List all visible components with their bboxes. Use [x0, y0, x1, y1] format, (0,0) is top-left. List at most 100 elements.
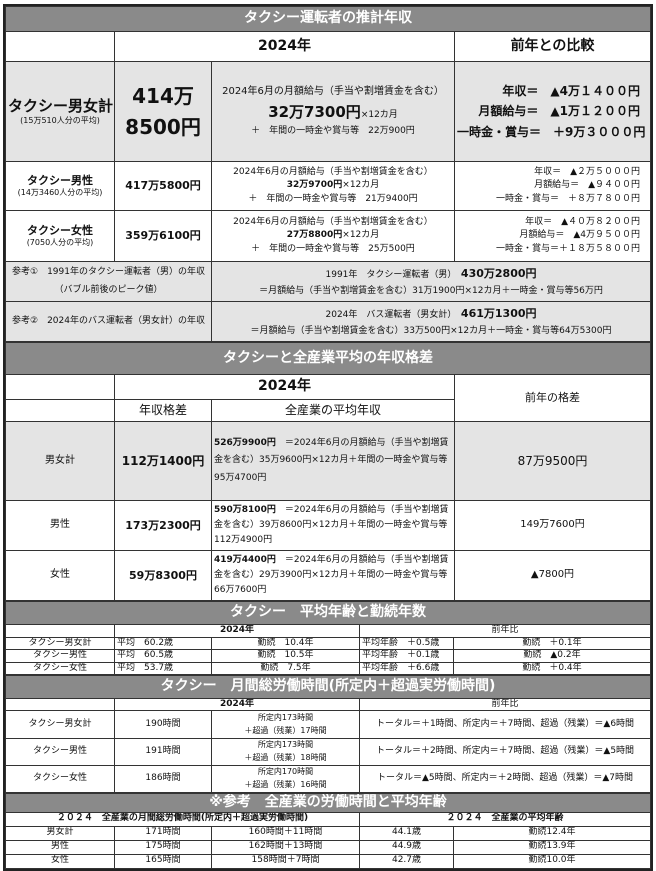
table-row: タクシー男女計 平均 60.2歳 勤続 10.4年 平均年齢 ＋0.5歳 勤続 ＋0.1… [5, 636, 651, 651]
row-label: タクシー女性 [5, 764, 115, 793]
table-row: タクシー男女計 190時間 所定内173時間 ＋超過（残業）17時間 トータル＝＋1時間… [5, 710, 651, 739]
row-label: タクシー男女計 [5, 710, 115, 739]
col-header-prev: 前年の格差 [454, 374, 651, 422]
reference-value: 430万2800円 [460, 266, 537, 280]
all-industry-reference-table: ※参考 全産業の労働時間と平均年齢 ２０２４ 全産業の月間総労働時間(所定内＋超… [5, 792, 651, 869]
reference-label: 参考② 2024年のバス運転者（男女計）の年収 [5, 301, 212, 342]
table-row: タクシー男女計 (15万510人分の平均) 414万 8500円 2024年6月の月… [5, 61, 651, 162]
monthly-salary: 32万9700円 [286, 180, 343, 191]
total-hours: 191時間 [114, 738, 212, 766]
reference-line: 2024年 バス運転者（男女計） [325, 309, 452, 320]
tenure: 勤続10.0年 [453, 853, 651, 869]
prev-annual: 年収＝ ▲4万１４００円 [502, 83, 640, 98]
table-row: タクシー女性 平均 53.7歳 勤続 7.5年 平均年齢 ＋6.6歳 勤続 ＋0.4年 [5, 661, 651, 675]
income-gap: 173万2300円 [114, 500, 212, 551]
reference-line: 1991年 タクシー運転者（男） [325, 269, 452, 280]
prev-gap: ▲7800円 [454, 550, 651, 601]
table-row: 女性 59万8300円 419万4400円 ＝2024年6月の月額給与（手当や割… [5, 550, 651, 601]
avg-age: 44.1歳 [359, 825, 454, 841]
row-label: 女性 [5, 853, 115, 869]
table-row: タクシー女性 (7050人分の平均) 359万6100円 2024年6月の月額給与… [5, 210, 651, 262]
prev-annual: 年収＝ ▲４０万８２００円 [525, 216, 640, 227]
overtime-hours: ＋超過（残業）17時間 [244, 725, 327, 735]
tenure: 勤続12.4年 [453, 825, 651, 841]
col-header-prev: 前年比 [359, 697, 651, 712]
reference-breakdown: ＝月額給与（手当や割増賃金を含む）33万500円×12カ月＋一時金・賞与等64万… [250, 326, 612, 337]
prev-monthly: 月額給与＝ ▲９４００円 [534, 180, 640, 191]
annual-income: 414万 [132, 83, 194, 108]
hours-breakdown: 158時間＋7時間 [211, 853, 360, 869]
income-gap-table: タクシーと全産業平均の年収格差 2024年 前年の格差 年収格差 全産業の平均年収 … [5, 342, 651, 601]
row-label: 男性 [5, 500, 115, 551]
income-gap: 59万8300円 [114, 550, 212, 601]
overtime-hours: ＋超過（残業）16時間 [244, 779, 327, 789]
col-header-gap: 年収格差 [114, 399, 212, 422]
bonus-line: ＋ 年間の一時金や賞与等 25万500円 [251, 243, 415, 254]
col-header-hours: ２０２４ 全産業の月間総労働時間(所定内＋超過実労働時間) [5, 811, 360, 827]
monthly-salary: 32万7300円 [268, 102, 361, 121]
row-label: タクシー男女計 [5, 636, 115, 651]
detail-tail: ×12カ月 [360, 109, 398, 120]
working-hours-table: タクシー 月間総労働時間(所定内＋超過実労働時間) 2024年 前年比 タクシー男… [5, 674, 651, 793]
row-label: 女性 [5, 550, 115, 601]
annual-income-2: 8500円 [125, 114, 201, 139]
total-hours: 165時間 [114, 853, 212, 869]
avg-breakdown: ＝2024年6月の月額給与（手当や割増賃金を含む）39万8600円×12カ月＋年… [214, 505, 454, 545]
age-tenure-table: タクシー 平均年齢と勤続年数 2024年 前年比 タクシー男女計 平均 60.2歳勤… [5, 601, 651, 675]
table-row: 男性 173万2300円 590万8100円 ＝2024年6月の月額給与（手当や… [5, 500, 651, 551]
detail-tail: ×12カ月 [342, 180, 380, 191]
bonus-line: ＋ 年間の一時金や賞与等 21万9400円 [248, 193, 418, 204]
prev-bonus: 一時金・賞与＝ ＋８万７８００円 [495, 193, 640, 204]
estimated-income-table: タクシー運転者の推計年収 2024年 前年との比較 タクシー男女計 (15万510人… [5, 6, 651, 342]
col-header-age: ２０２４ 全産業の平均年齢 [359, 811, 651, 827]
table-row: タクシー男性 191時間 所定内173時間 ＋超過（残業）18時間 トータル＝＋2時間、… [5, 738, 651, 766]
table-row: 男女計 112万1400円 526万9900円 ＝2024年6月の月額給与（手当… [5, 421, 651, 501]
row-label: タクシー男女計 [8, 97, 114, 116]
section-title: タクシーと全産業平均の年収格差 [5, 342, 651, 375]
detail-line: 2024年6月の月額給与（手当や割増賃金を含む） [233, 166, 433, 177]
section-title: タクシー 月間総労働時間(所定内＋超過実労働時間) [5, 674, 651, 699]
annual-income: 417万5800円 [114, 161, 212, 211]
avg-income: 419万4400円 [214, 555, 276, 566]
age-diff: 平均年齢 ＋0.5歳 [359, 636, 454, 651]
bonus-line: ＋ 年間の一時金や賞与等 22万900円 [251, 125, 415, 136]
col-header-2024: 2024年 [114, 697, 360, 712]
tenure: 勤続 10.5年 [211, 649, 360, 663]
monthly-salary: 27万8800円 [286, 230, 343, 241]
row-label: タクシー男性 [27, 174, 93, 188]
income-gap: 112万1400円 [114, 421, 212, 501]
hours-diff: トータル＝＋1時間、所定内＝＋7時間、超過（残業）＝▲6時間 [359, 710, 651, 739]
table-row: 男女計 171時間 160時間＋11時間 44.1歳 勤続12.4年 [5, 825, 651, 841]
overtime-hours: ＋超過（残業）18時間 [244, 752, 327, 762]
tenure: 勤続 7.5年 [211, 661, 360, 675]
tenure: 勤続 10.4年 [211, 636, 360, 651]
scheduled-hours: 所定内173時間 [257, 740, 314, 749]
avg-age: 42.7歳 [359, 853, 454, 869]
hours-breakdown: 160時間＋11時間 [211, 825, 360, 841]
col-header-prev: 前年比 [359, 624, 651, 638]
table-row: タクシー男性 平均 60.5歳 勤続 10.5年 平均年齢 ＋0.1歳 勤続 ▲0.2年 [5, 649, 651, 663]
prev-gap: 149万7600円 [454, 500, 651, 551]
avg-age: 44.9歳 [359, 839, 454, 855]
col-header-avg: 全産業の平均年収 [211, 399, 455, 422]
reference-row: 参考② 2024年のバス運転者（男女計）の年収 2024年 バス運転者（男女計）… [5, 301, 651, 342]
total-hours: 171時間 [114, 825, 212, 841]
avg-breakdown: ＝2024年6月の月額給与（手当や割増賃金を含む）35万9600円×12カ月＋年… [214, 438, 454, 483]
tenure-diff: 勤続 ＋0.4年 [453, 661, 651, 675]
total-hours: 175時間 [114, 839, 212, 855]
tenure-diff: 勤続 ▲0.2年 [453, 649, 651, 663]
avg-age: 平均 60.2歳 [114, 636, 212, 651]
total-hours: 190時間 [114, 710, 212, 739]
table-row: 男性 175時間 162時間＋13時間 44.9歳 勤続13.9年 [5, 839, 651, 855]
document: タクシー運転者の推計年収 2024年 前年との比較 タクシー男女計 (15万510人… [3, 4, 653, 871]
prev-annual: 年収＝ ▲２万５０００円 [534, 166, 640, 177]
col-header-2024: 2024年 [114, 31, 455, 62]
prev-bonus: 一時金・賞与＝＋１８万５８００円 [495, 243, 640, 254]
detail-line: 2024年6月の月額給与（手当や割増賃金を含む） [233, 216, 433, 227]
hours-breakdown: 162時間＋13時間 [211, 839, 360, 855]
row-label: タクシー男性 [5, 649, 115, 663]
prev-bonus: 一時金・賞与＝ ＋9万３０００円 [457, 124, 646, 139]
avg-age: 平均 60.5歳 [114, 649, 212, 663]
reference-label: 参考① 1991年のタクシー運転者（男）の年収（バブル前後のピーク値） [5, 261, 212, 302]
section-title: タクシー 平均年齢と勤続年数 [5, 601, 651, 625]
